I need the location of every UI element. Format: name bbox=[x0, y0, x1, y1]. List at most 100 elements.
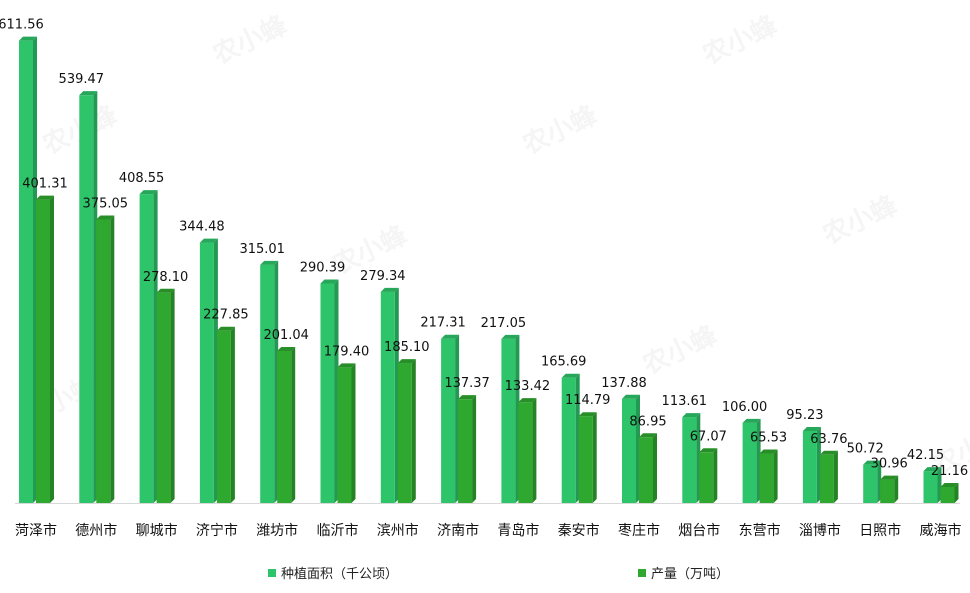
bar bbox=[337, 367, 352, 503]
bar bbox=[759, 453, 774, 503]
data-label: 279.34 bbox=[360, 269, 406, 284]
bar bbox=[19, 40, 33, 503]
data-label: 114.79 bbox=[565, 393, 611, 408]
data-label: 401.31 bbox=[22, 177, 68, 192]
bar-top bbox=[320, 279, 339, 284]
bar bbox=[397, 363, 412, 503]
x-tick-label: 青岛市 bbox=[497, 522, 539, 539]
bar-top bbox=[441, 334, 460, 339]
bar-side bbox=[472, 395, 477, 503]
x-tick-label: 枣庄市 bbox=[618, 522, 660, 539]
bar-top bbox=[19, 36, 37, 41]
bar-side bbox=[592, 412, 597, 503]
data-label: 344.48 bbox=[179, 220, 225, 235]
bar bbox=[518, 402, 533, 503]
bar-top bbox=[759, 449, 778, 454]
data-label: 67.07 bbox=[690, 429, 727, 444]
bar-side bbox=[170, 288, 175, 503]
legend-label-area: 种植面积（千公顷） bbox=[281, 567, 399, 582]
bar-side bbox=[50, 195, 54, 504]
bar bbox=[96, 219, 111, 503]
bar bbox=[923, 471, 938, 503]
bar bbox=[819, 454, 834, 503]
data-label: 179.40 bbox=[324, 344, 370, 359]
bar bbox=[940, 487, 955, 503]
data-label: 408.55 bbox=[119, 171, 165, 186]
x-tick-label: 日照市 bbox=[859, 522, 901, 539]
x-tick-label: 聊城市 bbox=[136, 522, 178, 539]
bar-top bbox=[260, 260, 279, 265]
bar bbox=[682, 417, 697, 503]
data-label: 30.96 bbox=[871, 457, 908, 472]
legend-item-output: 产量（万吨） bbox=[638, 563, 729, 582]
bar-top bbox=[199, 238, 218, 243]
data-label: 185.10 bbox=[384, 340, 430, 355]
bar bbox=[699, 452, 714, 503]
bar-top bbox=[96, 215, 115, 220]
bar bbox=[742, 422, 757, 503]
bar-side bbox=[230, 326, 235, 503]
bar bbox=[458, 399, 473, 503]
data-label: 217.05 bbox=[481, 316, 527, 331]
bar bbox=[139, 194, 154, 503]
bar bbox=[441, 338, 456, 503]
data-label: 21.16 bbox=[931, 464, 968, 479]
data-label: 113.61 bbox=[662, 394, 708, 409]
x-tick-label: 潍坊市 bbox=[256, 522, 298, 539]
x-tick-label: 济南市 bbox=[437, 522, 479, 539]
data-label: 290.39 bbox=[300, 260, 346, 275]
data-label: 227.85 bbox=[203, 308, 249, 323]
bar-top bbox=[337, 363, 356, 368]
bar-side bbox=[351, 363, 356, 503]
bar-top bbox=[380, 287, 399, 292]
bar bbox=[501, 338, 516, 503]
bar bbox=[863, 464, 878, 503]
bar-top bbox=[397, 359, 416, 364]
data-label: 539.47 bbox=[59, 72, 105, 87]
bar-side bbox=[291, 347, 296, 503]
x-tick-label: 秦安市 bbox=[558, 522, 600, 539]
data-label: 611.56 bbox=[0, 18, 44, 33]
bar-side bbox=[713, 448, 718, 503]
x-tick-label: 滨州市 bbox=[377, 522, 419, 539]
bar bbox=[216, 330, 231, 503]
data-label: 165.69 bbox=[541, 355, 587, 370]
legend-swatch-output bbox=[638, 568, 646, 577]
x-tick-label: 济宁市 bbox=[196, 522, 238, 539]
legend-item-area: 种植面积（千公顷） bbox=[268, 563, 398, 582]
bar bbox=[622, 398, 636, 503]
bar-top bbox=[682, 413, 701, 418]
x-tick-label: 淄博市 bbox=[799, 522, 841, 539]
data-label: 86.95 bbox=[629, 414, 666, 429]
data-label: 201.04 bbox=[263, 328, 309, 343]
chart-legend: 种植面积（千公顷） 产量（万吨） bbox=[0, 563, 970, 585]
bar-top bbox=[561, 373, 580, 378]
x-tick-label: 德州市 bbox=[75, 522, 117, 539]
bar-top bbox=[139, 190, 158, 195]
data-label: 106.00 bbox=[722, 400, 768, 415]
x-tick-label: 东营市 bbox=[739, 522, 781, 539]
bar-top bbox=[458, 395, 477, 400]
data-label: 315.01 bbox=[239, 242, 285, 257]
data-label: 50.72 bbox=[847, 442, 884, 457]
bar-top bbox=[277, 347, 296, 352]
data-label: 278.10 bbox=[143, 270, 189, 285]
bar bbox=[578, 416, 593, 503]
legend-label-output: 产量（万吨） bbox=[651, 567, 730, 582]
data-label: 375.05 bbox=[83, 196, 129, 211]
bar-side bbox=[954, 483, 959, 503]
bar bbox=[561, 377, 576, 503]
bar bbox=[199, 242, 214, 503]
bar-top bbox=[79, 91, 98, 96]
bar-top bbox=[863, 460, 882, 465]
bar-side bbox=[894, 475, 899, 503]
data-label: 133.42 bbox=[505, 379, 551, 394]
bar-side bbox=[110, 215, 115, 503]
data-label: 63.76 bbox=[810, 432, 847, 447]
bar-top bbox=[578, 412, 597, 417]
bar-top bbox=[802, 427, 821, 432]
bar-side bbox=[653, 433, 657, 503]
bar-side bbox=[532, 398, 537, 503]
bar bbox=[260, 264, 275, 503]
bar bbox=[320, 283, 335, 503]
